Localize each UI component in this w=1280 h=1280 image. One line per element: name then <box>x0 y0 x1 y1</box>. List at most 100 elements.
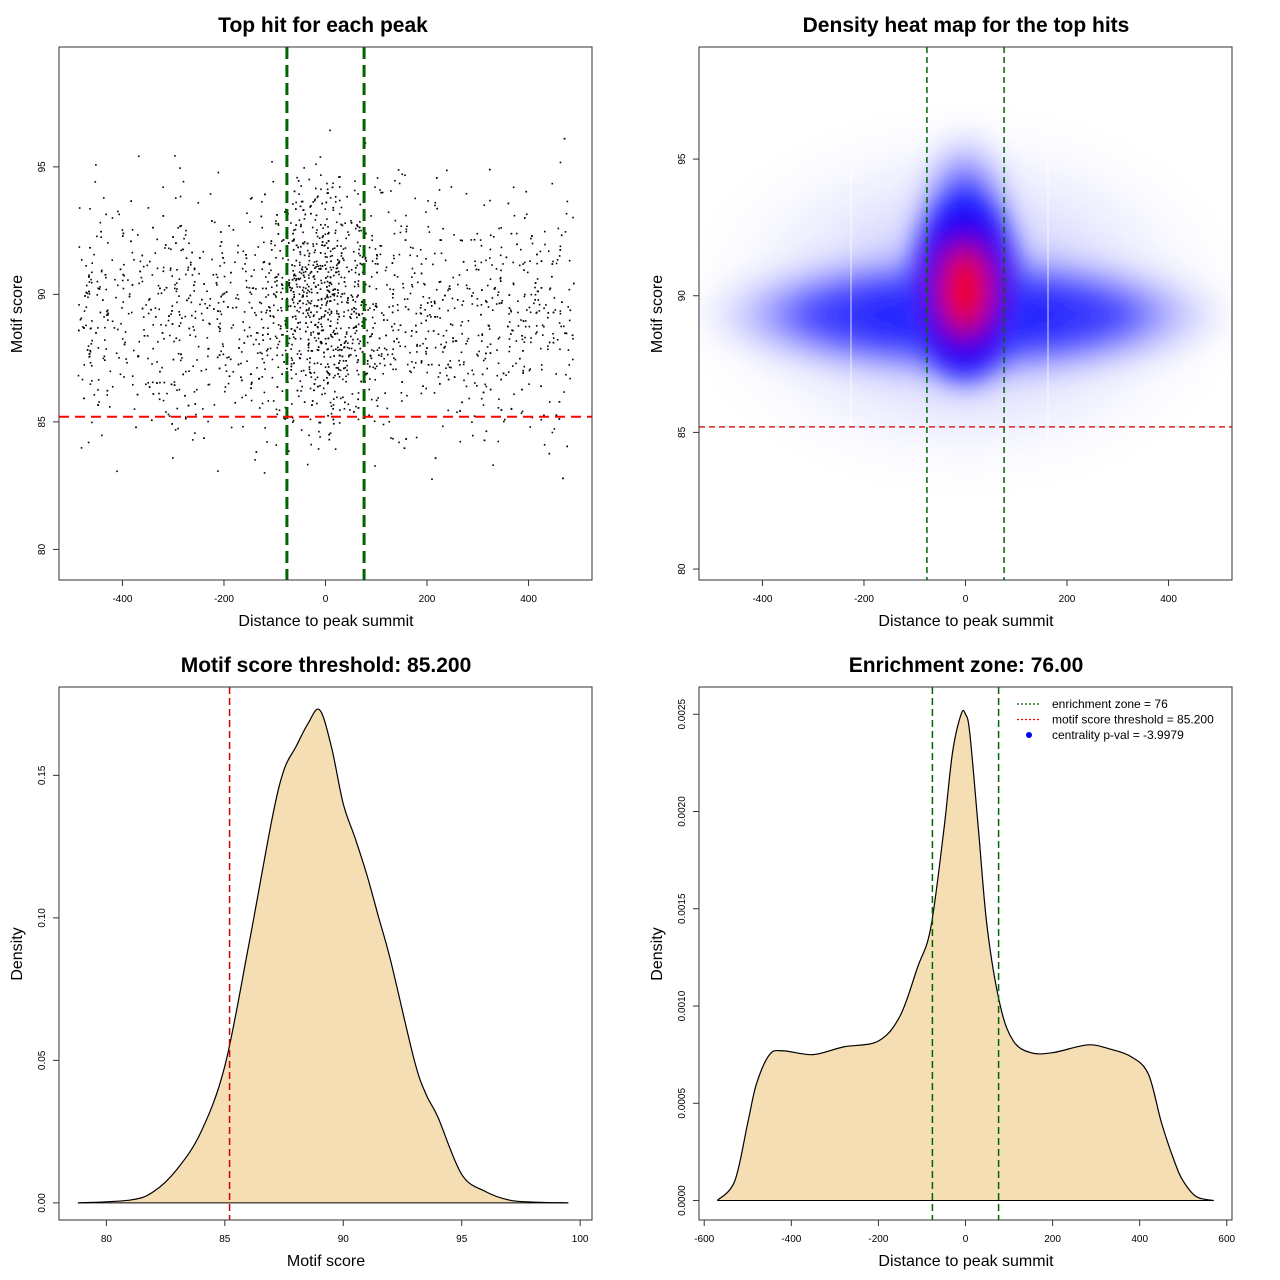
scatter-point <box>328 291 331 293</box>
scatter-point <box>267 400 270 402</box>
scatter-point <box>308 301 310 304</box>
scatter-point <box>364 374 367 376</box>
scatter-point <box>310 443 313 446</box>
scatter-point <box>472 373 475 376</box>
scatter-point <box>552 260 554 263</box>
scatter-point <box>497 362 500 365</box>
scatter-point <box>203 283 205 285</box>
scatter-point <box>373 420 376 423</box>
scatter-point <box>288 284 290 286</box>
scatter-x-tick-label: 400 <box>520 594 537 605</box>
scatter-point <box>162 399 165 402</box>
scatter-point <box>569 377 571 380</box>
scatter-point <box>246 360 248 363</box>
scatter-point <box>395 368 397 371</box>
scatter-point <box>222 257 224 259</box>
scatter-point <box>315 286 317 288</box>
scatter-point <box>461 239 463 242</box>
scatter-point <box>426 315 429 317</box>
scatter-point <box>371 239 373 242</box>
scatter-point <box>280 306 282 309</box>
scatter-point <box>543 443 546 446</box>
scatter-point <box>88 281 91 283</box>
scatter-point <box>270 269 272 272</box>
scatter-point <box>374 186 376 188</box>
scatter-point <box>279 250 281 252</box>
scatter-point <box>91 365 93 367</box>
scatter-point <box>379 253 382 256</box>
distance-density-fill <box>717 710 1214 1201</box>
scatter-point <box>451 297 454 300</box>
scatter-point <box>146 335 149 337</box>
scatter-point <box>410 371 412 374</box>
scatter-point <box>315 243 318 245</box>
scatter-point <box>303 241 306 243</box>
scatter-point <box>178 325 181 327</box>
scatter-point <box>344 247 347 249</box>
scatter-point <box>566 200 569 203</box>
heatmap-y-tick-label: 90 <box>677 290 688 302</box>
scatter-point <box>342 248 345 250</box>
scatter-point <box>523 365 526 368</box>
scatter-point <box>493 288 496 290</box>
scatter-point <box>458 274 461 276</box>
scatter-point <box>208 304 211 307</box>
scatter-point <box>171 423 173 425</box>
scatter-point <box>340 223 343 226</box>
scatter-point <box>332 331 335 334</box>
scatter-point <box>337 313 340 315</box>
scatter-point <box>176 269 178 271</box>
scatter-point <box>497 294 499 296</box>
scatter-point <box>447 289 449 292</box>
scatter-point <box>382 314 385 316</box>
scatter-point <box>503 418 506 421</box>
scatter-point <box>327 192 329 194</box>
scatter-point <box>305 309 308 311</box>
scatter-point <box>484 357 487 360</box>
scatter-point <box>261 226 264 229</box>
scatter-point <box>299 245 302 248</box>
scatter-point <box>434 457 437 459</box>
scatter-point <box>225 370 228 372</box>
scatter-point <box>278 340 281 343</box>
scatter-point <box>400 225 402 228</box>
scatter-point <box>356 225 359 228</box>
scatter-point <box>299 306 302 309</box>
scatter-point <box>413 366 415 369</box>
scatter-point <box>152 393 155 395</box>
scatter-point <box>265 287 267 290</box>
scatter-point <box>535 312 538 314</box>
scatter-point <box>314 249 316 251</box>
scatter-point <box>528 306 531 309</box>
scatter-point <box>402 286 405 289</box>
scatter-point <box>316 235 319 238</box>
scatter-point <box>335 267 338 270</box>
score-density-y-tick-label: 0.15 <box>37 765 48 785</box>
scatter-point <box>174 154 176 157</box>
scatter-point <box>322 235 324 237</box>
scatter-point <box>420 263 423 265</box>
scatter-point <box>306 283 309 286</box>
scatter-point <box>184 234 187 236</box>
scatter-point <box>519 357 521 360</box>
scatter-point <box>359 245 362 247</box>
scatter-point <box>331 254 333 257</box>
scatter-point <box>312 315 315 318</box>
scatter-point <box>95 164 97 166</box>
scatter-point <box>330 260 332 263</box>
scatter-point <box>347 373 350 376</box>
scatter-point <box>560 325 562 328</box>
scatter-point <box>479 239 482 241</box>
scatter-point <box>443 347 445 349</box>
scatter-point <box>255 451 258 453</box>
scatter-point <box>292 203 294 205</box>
scatter-point <box>326 300 329 303</box>
scatter-point <box>462 261 465 263</box>
scatter-point <box>319 252 322 254</box>
scatter-point <box>397 329 400 331</box>
scatter-x-tick-label: -200 <box>214 594 234 605</box>
scatter-point <box>358 230 360 232</box>
scatter-point <box>280 283 283 285</box>
scatter-point <box>327 232 329 235</box>
scatter-point <box>107 319 109 321</box>
